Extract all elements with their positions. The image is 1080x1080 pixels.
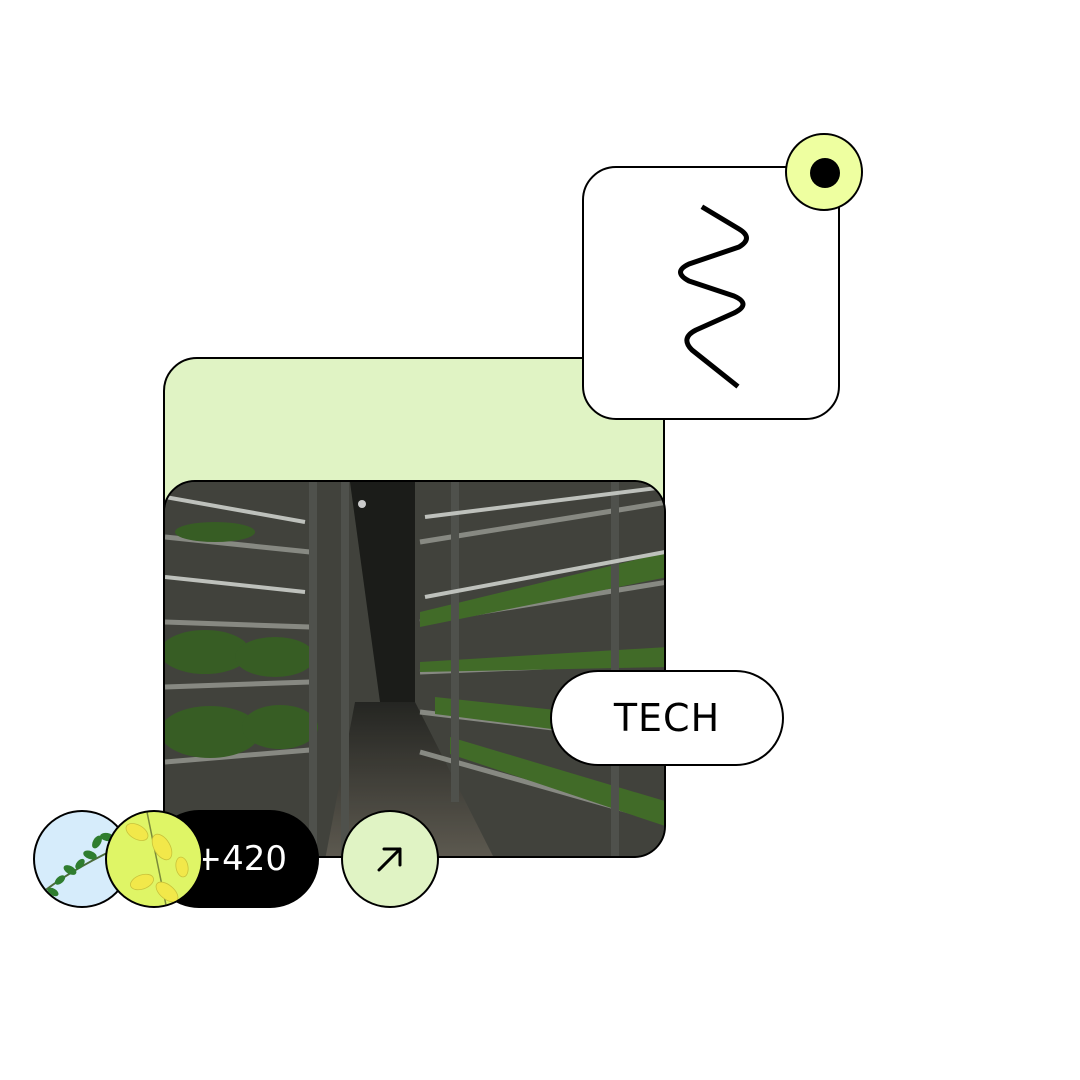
- wave-card: [582, 166, 840, 420]
- yellow-leaves-image: [125, 812, 189, 906]
- avatar[interactable]: [105, 810, 203, 908]
- status-dot-badge: [785, 133, 863, 211]
- wave-icon: [678, 204, 749, 389]
- category-tag[interactable]: TECH: [550, 670, 784, 766]
- vertical-farm-image: [163, 480, 666, 858]
- member-count-label: +420: [193, 839, 287, 879]
- dot-icon: [810, 158, 840, 188]
- open-button[interactable]: [341, 810, 439, 908]
- arrow-up-right-icon: [377, 847, 402, 872]
- category-tag-label: TECH: [613, 696, 721, 740]
